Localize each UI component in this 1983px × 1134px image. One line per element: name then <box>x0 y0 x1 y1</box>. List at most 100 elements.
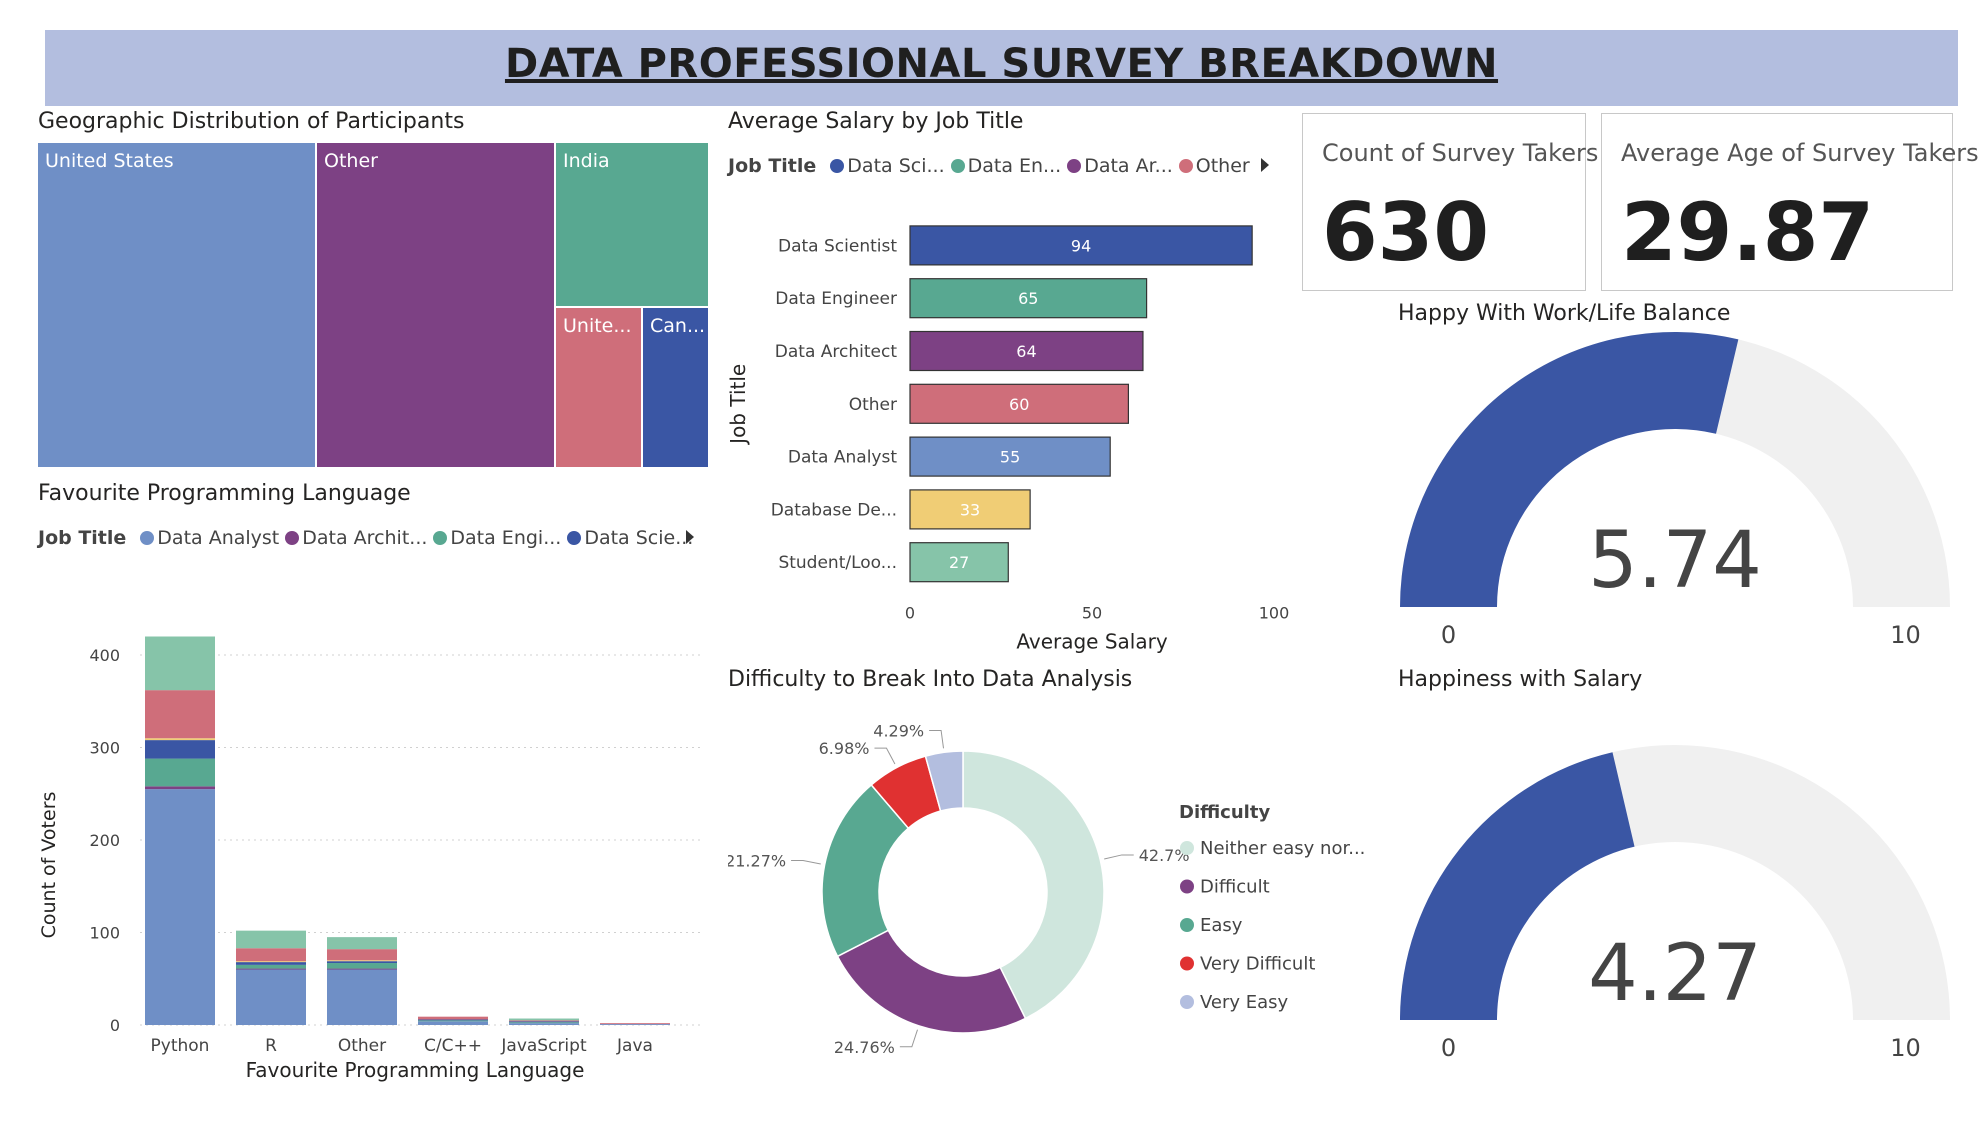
worklife-gauge-title: Happy With Work/Life Balance <box>1398 301 1731 326</box>
treemap-label: Can... <box>650 315 706 337</box>
x-axis-title: Favourite Programming Language <box>246 1058 585 1082</box>
stacked-bar-segment <box>418 1016 488 1020</box>
gauge-max-label: 10 <box>1890 621 1921 649</box>
x-tick-label: 0 <box>905 604 915 623</box>
gauge-fill <box>1400 332 1739 607</box>
data-label: 21.27% <box>728 852 786 871</box>
treemap-label: Other <box>324 150 378 172</box>
leader-line <box>929 729 945 749</box>
x-tick-label: Other <box>338 1036 386 1056</box>
y-tick-label: 400 <box>89 646 120 665</box>
stacked-bar-segment <box>509 1020 579 1022</box>
stacked-bar-segment <box>327 949 397 961</box>
legend-title: Job Title <box>728 155 817 177</box>
stacked-bar-segment <box>145 690 215 739</box>
bar <box>909 330 1144 372</box>
stacked-bar-segment <box>327 968 397 970</box>
x-tick-label: 100 <box>1259 604 1290 623</box>
legend-item: Easy <box>1200 915 1243 936</box>
legend-item-data-analyst[interactable]: Data Analyst <box>157 527 280 549</box>
legend-item-data-engineer[interactable]: Data Engi... <box>450 527 562 549</box>
leader-line <box>791 860 821 865</box>
stacked-bar-segment <box>236 930 306 949</box>
age-label: Average Age of Survey Takers <box>1621 139 1979 167</box>
y-tick-label: Database De... <box>771 500 897 520</box>
y-tick-label: 200 <box>89 831 120 850</box>
treemap-cell-united-kingdom[interactable]: Unite... <box>556 308 643 469</box>
data-label: 4.29% <box>873 721 924 740</box>
legend-marker <box>1180 918 1194 932</box>
legend-item: Very Easy <box>1200 992 1289 1013</box>
fav-stacked-bar-chart: 0 100 200 300 400 Python R Other C/C++ JavaScript… <box>38 636 700 1082</box>
y-axis-title: Job Title <box>726 364 750 446</box>
donut-slice <box>836 929 1027 1034</box>
stacked-bar-segment <box>327 960 397 962</box>
y-tick-label: Student/Loo... <box>778 553 897 573</box>
stacked-bar-segment <box>145 636 215 691</box>
data-label: 42.7% <box>1139 846 1190 865</box>
fav-legend: Job Title Data Analyst Data Archit... Da… <box>38 527 693 549</box>
difficulty-title: Difficulty to Break Into Data Analysis <box>728 667 1133 692</box>
salary-gauge-title: Happiness with Salary <box>1398 667 1643 692</box>
fav-title: Favourite Programming Language <box>38 481 411 506</box>
stacked-bar-segment <box>509 1022 579 1024</box>
salary-gauge: 4.27 0 10 <box>1400 745 1950 1062</box>
legend-item-data-architect[interactable]: Data Ar... <box>1084 155 1173 177</box>
legend-marker <box>1180 841 1194 855</box>
data-label: 6.98% <box>819 739 870 758</box>
legend-marker <box>830 159 845 173</box>
stacked-bar-segment <box>145 758 215 787</box>
y-tick-label: 0 <box>110 1016 120 1035</box>
header-banner <box>45 30 1958 106</box>
geo-treemap: United States Other India Unite... Can..… <box>38 143 710 469</box>
count-label: Count of Survey Takers <box>1322 139 1599 167</box>
legend-next-arrow-icon[interactable] <box>686 530 694 544</box>
donut-slice <box>962 750 1105 1020</box>
y-tick-label: Data Engineer <box>775 289 897 309</box>
legend-item: Difficult <box>1200 877 1270 898</box>
y-tick-label: Data Architect <box>775 342 898 362</box>
legend-marker <box>950 159 965 173</box>
gauge-value: 5.74 <box>1588 516 1762 606</box>
stacked-bar-segment <box>509 1021 579 1023</box>
legend-item-data-scientist[interactable]: Data Sci... <box>847 155 945 177</box>
y-tick-label: 100 <box>89 924 120 943</box>
stacked-bar-segment <box>600 1023 670 1025</box>
y-tick-label: Data Scientist <box>778 236 897 256</box>
stacked-bar-segment <box>327 969 397 1025</box>
donut-slice <box>924 750 964 812</box>
treemap-cell-india[interactable]: India <box>556 143 710 308</box>
stacked-bar-segment <box>236 964 306 969</box>
y-tick-label: Data Analyst <box>788 448 897 468</box>
x-axis-title: Average Salary <box>1016 630 1167 654</box>
stacked-bar-segment <box>236 961 306 963</box>
treemap-label: India <box>563 150 610 172</box>
gauge-value: 4.27 <box>1588 929 1762 1019</box>
treemap-label: United States <box>45 150 174 172</box>
treemap-cell-united-states[interactable]: United States <box>38 143 317 469</box>
data-label: 27 <box>949 553 969 572</box>
stacked-bar-segment <box>418 1021 488 1025</box>
legend-marker <box>285 531 300 545</box>
donut-slice <box>821 783 910 958</box>
legend-item-other[interactable]: Other <box>1195 155 1250 177</box>
legend-item-data-scientist[interactable]: Data Scie... <box>584 527 694 549</box>
treemap-cell-canada[interactable]: Can... <box>643 308 710 469</box>
legend-title: Difficulty <box>1179 802 1270 823</box>
legend-next-arrow-icon[interactable] <box>1261 158 1269 172</box>
stacked-bar-segment <box>145 740 215 759</box>
stacked-bar-segment <box>327 963 397 969</box>
stacked-bar-segment <box>509 1018 579 1021</box>
salary-legend: Job Title Data Sci... Data En... Data Ar… <box>728 155 1250 177</box>
gauge-min-label: 0 <box>1441 1034 1456 1062</box>
gauge-fill <box>1400 752 1635 1020</box>
legend-item-data-architect[interactable]: Data Archit... <box>302 527 428 549</box>
x-tick-label: JavaScript <box>500 1036 587 1056</box>
stacked-bar-segment <box>236 969 306 1025</box>
leader-line <box>899 1029 918 1048</box>
stacked-bar-segment <box>236 948 306 962</box>
treemap-cell-other[interactable]: Other <box>317 143 556 469</box>
count-card: Count of Survey Takers 630 <box>1302 113 1598 291</box>
legend-item: Neither easy nor... <box>1200 838 1365 859</box>
legend-item-data-engineer[interactable]: Data En... <box>967 155 1062 177</box>
